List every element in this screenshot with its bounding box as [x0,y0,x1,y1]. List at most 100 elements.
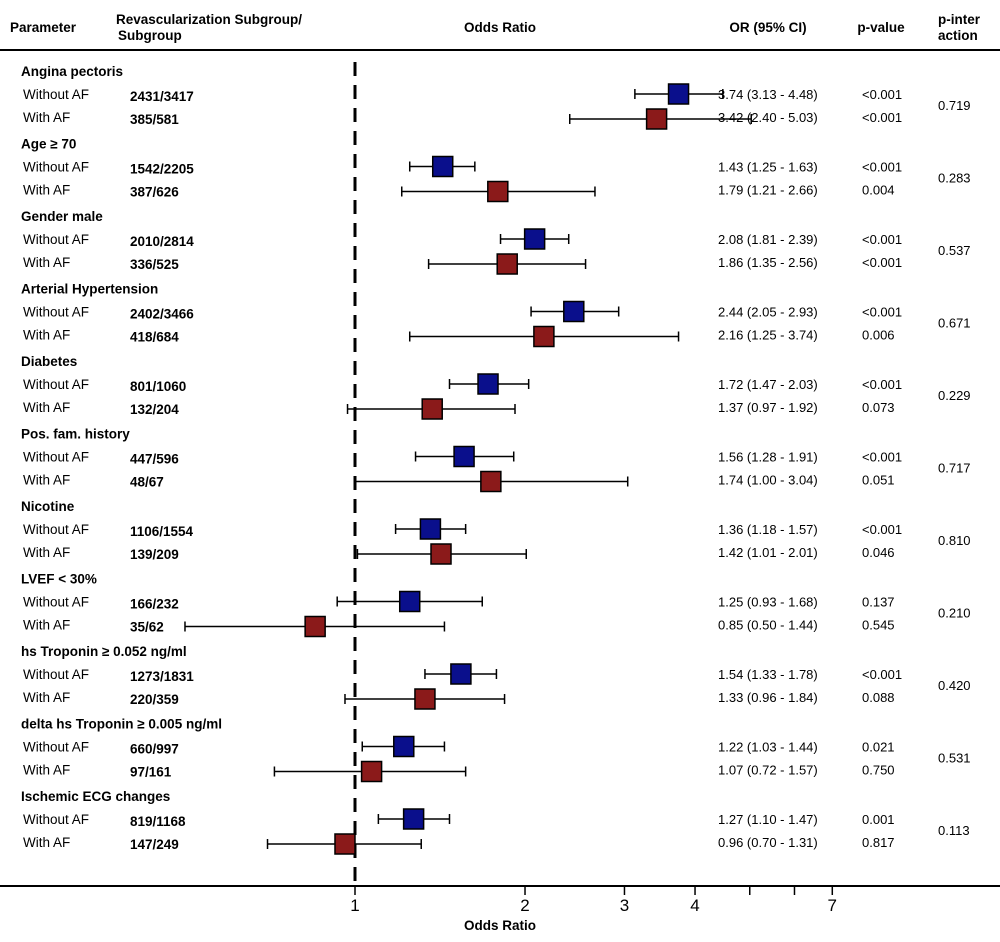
row-label: With AF [23,690,70,705]
row-count: 1106/1554 [130,524,194,539]
or-ci-text: 1.79 (1.21 - 2.66) [718,183,818,198]
p-value-text: <0.001 [862,255,902,270]
row-label: Without AF [23,305,89,320]
row-count: 418/684 [130,330,179,345]
row-count: 447/596 [130,452,179,467]
group-4: Diabetes 0.229 Without AF 801/1060 1.72 (1.4… [21,354,971,420]
or-marker-without-af [450,663,472,685]
group-7: LVEF < 30% 0.210 Without AF 166/232 1.25 (0.… [21,572,971,638]
header-p-value: p-value [857,20,905,35]
or-marker-without-af [563,300,585,323]
row-label: Without AF [23,87,89,102]
or-ci-text: 1.56 (1.28 - 1.91) [718,450,818,465]
row-with-af: With AF 385/581 3.42 (2.40 - 5.03) <0.001 [23,108,902,130]
group-9: delta hs Troponin ≥ 0.005 ng/ml 0.531 With… [21,717,971,783]
group-title: Nicotine [21,499,75,514]
p-interaction-value: 0.283 [938,171,971,186]
or-marker-with-af [421,398,443,420]
or-marker-with-af [496,253,518,275]
p-value-text: 0.545 [862,618,895,633]
header-or-ci: OR (95% CI) [729,20,806,35]
row-label: Without AF [23,160,89,175]
or-marker-without-af [477,373,499,395]
header-subgroup-line1: Revascularization Subgroup/ [116,12,302,27]
or-ci-text: 1.42 (1.01 - 2.01) [718,545,818,560]
row-with-af: With AF 418/684 2.16 (1.25 - 3.74) 0.006 [23,325,895,348]
row-label: With AF [23,255,70,270]
x-tick-label: 2 [520,896,529,915]
header-subgroup-line2: Subgroup [118,28,182,43]
x-axis-label: Odds Ratio [464,918,536,933]
p-value-text: <0.001 [862,110,902,125]
row-with-af: With AF 336/525 1.86 (1.35 - 2.56) <0.001 [23,253,902,275]
row-count: 336/525 [130,257,179,272]
group-title: delta hs Troponin ≥ 0.005 ng/ml [21,717,222,732]
p-interaction-value: 0.210 [938,606,971,621]
row-count: 2010/2814 [130,234,194,249]
group-0: Angina pectoris 0.719 Without AF 2431/3417 3… [21,64,971,130]
row-label: With AF [23,328,70,343]
group-title: LVEF < 30% [21,572,97,587]
p-value-text: 0.088 [862,690,895,705]
row-label: Without AF [23,232,89,247]
p-interaction-value: 0.719 [938,98,971,113]
row-without-af: Without AF 801/1060 1.72 (1.47 - 2.03) <0.0… [23,373,902,395]
or-marker-with-af [304,615,326,638]
p-value-text: 0.001 [862,812,895,827]
row-without-af: Without AF 1542/2205 1.43 (1.25 - 1.63) <0.… [23,155,902,178]
group-title: Pos. fam. history [21,427,130,442]
or-marker-without-af [667,83,690,105]
row-label: Without AF [23,667,89,682]
x-tick-label: 3 [620,896,629,915]
or-ci-text: 2.16 (1.25 - 3.74) [718,328,818,343]
row-without-af: Without AF 1273/1831 1.54 (1.33 - 1.78) <0.… [23,663,902,685]
or-ci-text: 1.86 (1.35 - 2.56) [718,255,818,270]
or-ci-text: 0.85 (0.50 - 1.44) [718,618,818,633]
row-with-af: With AF 139/209 1.42 (1.01 - 2.01) 0.046 [23,543,895,565]
or-marker-without-af [398,590,421,613]
or-marker-with-af [334,833,356,855]
header-p-interaction-line1: p-inter [938,12,981,27]
or-marker-with-af [480,470,502,493]
row-label: Without AF [23,812,89,827]
or-marker-without-af [419,518,442,540]
row-count: 97/161 [130,765,172,780]
p-value-text: <0.001 [862,667,902,682]
row-without-af: Without AF 166/232 1.25 (0.93 - 1.68) 0.137 [23,590,895,613]
or-ci-text: 1.33 (0.96 - 1.84) [718,690,818,705]
or-ci-text: 1.37 (0.97 - 1.92) [718,400,818,415]
p-value-text: 0.750 [862,763,895,778]
p-interaction-value: 0.229 [938,388,971,403]
or-marker-with-af [645,108,668,130]
row-count: 660/997 [130,742,179,757]
header-odds-ratio: Odds Ratio [464,20,536,35]
row-count: 132/204 [130,402,179,417]
or-ci-text: 1.54 (1.33 - 1.78) [718,667,818,682]
or-ci-text: 1.27 (1.10 - 1.47) [718,812,818,827]
p-value-text: 0.073 [862,400,895,415]
p-interaction-value: 0.810 [938,533,971,548]
or-ci-text: 3.42 (2.40 - 5.03) [718,110,818,125]
group-title: Age ≥ 70 [21,137,76,152]
x-tick-label: 1 [350,896,359,915]
x-axis: 1 2 3 4 7 [350,886,837,915]
row-label: With AF [23,835,70,850]
p-value-text: <0.001 [862,377,902,392]
group-title: Gender male [21,209,103,224]
or-ci-text: 1.22 (1.03 - 1.44) [718,740,818,755]
row-with-af: With AF 147/249 0.96 (0.70 - 1.31) 0.817 [23,833,895,855]
p-value-text: 0.046 [862,545,895,560]
group-title: Ischemic ECG changes [21,789,170,804]
group-title: hs Troponin ≥ 0.052 ng/ml [21,644,187,659]
group-2: Gender male 0.537 Without AF 2010/2814 2.08 … [21,209,971,275]
row-label: With AF [23,110,70,125]
row-count: 2431/3417 [130,89,194,104]
row-label: With AF [23,763,70,778]
forest-rows: Angina pectoris 0.719 Without AF 2431/3417 3… [21,64,971,855]
row-count: 801/1060 [130,379,186,394]
group-title: Diabetes [21,354,77,369]
group-title: Arterial Hypertension [21,282,158,297]
row-count: 387/626 [130,185,179,200]
row-count: 35/62 [130,620,164,635]
x-tick-label: 7 [828,896,837,915]
